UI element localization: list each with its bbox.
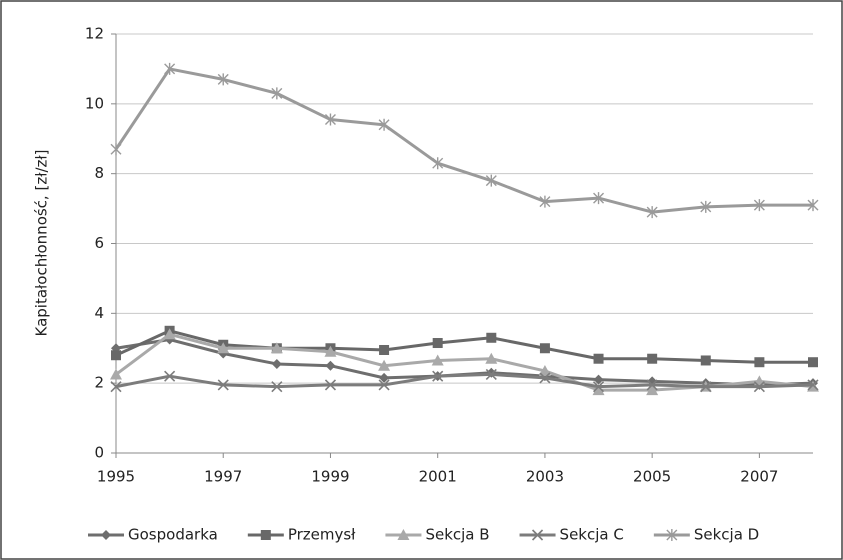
marker [432,370,444,382]
y-tick-label: 0 [94,444,104,462]
x-tick-label: 1999 [311,468,349,486]
marker [646,384,659,396]
legend-label: Sekcja D [694,526,759,544]
marker [164,370,176,382]
marker [538,364,551,376]
marker [217,379,229,391]
marker [700,200,712,213]
marker [432,157,444,170]
x-tick-label: 2007 [740,468,778,486]
marker [531,529,544,541]
marker [808,357,818,368]
marker [700,355,711,366]
marker [111,350,121,361]
marker [110,368,122,380]
marker [485,352,498,364]
marker [164,62,176,75]
legend-label: Sekcja B [425,526,489,544]
marker [485,368,497,381]
marker [807,379,819,391]
y-tick-label: 10 [85,94,104,112]
marker [432,338,443,349]
marker [217,342,230,354]
marker [753,381,765,393]
legend-label: Sekcja C [560,526,624,544]
marker [592,381,605,393]
y-tick-label: 2 [94,374,104,392]
marker [646,379,658,391]
x-tick-label: 2001 [419,468,457,486]
marker [379,344,390,355]
series-line [115,372,814,389]
marker [539,343,550,354]
marker [379,372,390,383]
marker [646,206,658,219]
marker [260,530,271,540]
y-tick-label: 8 [94,164,104,182]
marker [700,381,712,393]
marker [378,118,390,131]
legend-label: Przemysł [288,526,356,544]
y-tick-label: 12 [85,25,104,43]
marker [593,353,604,364]
marker [270,342,283,354]
x-tick-label: 2005 [633,468,671,486]
marker [807,199,819,212]
marker [539,372,551,384]
y-axis-label: Kapitałochłonność, [zł/zł] [33,150,51,337]
legend-label: Gospodarka [128,526,218,544]
marker [666,529,678,541]
marker [754,357,765,368]
marker [324,379,337,391]
marker [397,529,410,540]
y-tick-label: 6 [94,234,104,252]
marker [485,174,497,187]
marker [271,87,283,100]
marker [539,195,551,208]
series-line [115,329,813,364]
marker [271,358,282,369]
y-tick-label: 4 [94,304,104,322]
marker [486,332,497,343]
series-line [114,67,813,214]
marker [271,381,283,393]
marker [163,328,176,340]
marker [593,192,605,205]
marker [753,199,765,212]
x-tick-label: 2003 [526,468,564,486]
marker [101,530,111,540]
marker [431,354,444,366]
marker [325,360,336,371]
marker [324,345,337,357]
marker [378,379,390,391]
x-tick-label: 1995 [97,468,135,486]
marker [378,359,391,371]
x-tick-label: 1997 [204,468,242,486]
marker [110,381,122,393]
marker [324,113,336,126]
marker [592,384,605,396]
marker [647,353,658,364]
marker [217,73,229,86]
marker [593,374,604,385]
marker [110,143,122,156]
